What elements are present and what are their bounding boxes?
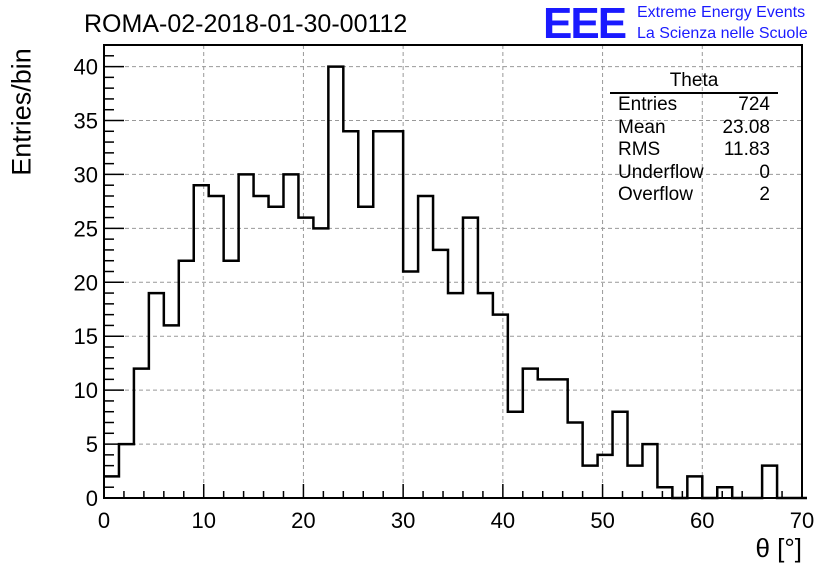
y-tick-label: 25 — [74, 216, 98, 241]
x-tick-label: 40 — [491, 508, 515, 533]
stat-row-overflow: Overflow 2 — [610, 184, 778, 207]
histogram-bin — [478, 293, 493, 498]
chart-title: ROMA-02-2018-01-30-00112 — [84, 10, 408, 38]
histogram-bin — [493, 315, 508, 498]
histogram-bin — [194, 185, 209, 498]
y-tick-label: 35 — [74, 109, 98, 134]
histogram-bin — [164, 325, 179, 498]
histogram-bin — [343, 131, 358, 498]
stat-label: Overflow — [618, 184, 693, 205]
x-tick-label: 60 — [690, 508, 714, 533]
stat-row-mean: Mean 23.08 — [610, 117, 778, 140]
x-tick-label: 30 — [391, 508, 415, 533]
stat-value: 724 — [738, 94, 770, 115]
x-axis-label: θ [°] — [755, 533, 802, 563]
histogram-bin — [628, 466, 643, 498]
histogram-bin — [418, 196, 433, 498]
histogram-bin — [209, 196, 224, 498]
y-tick-label: 40 — [74, 55, 98, 80]
histogram-bin — [717, 487, 732, 498]
histogram-bin — [657, 487, 672, 498]
histogram-bin — [403, 272, 418, 499]
histogram-bin — [568, 423, 583, 499]
y-tick-label: 0 — [86, 486, 98, 511]
histogram-bin — [523, 369, 538, 498]
histogram-bin — [388, 131, 403, 498]
histogram-bin — [583, 466, 598, 498]
stat-row-entries: Entries 724 — [610, 94, 778, 117]
stat-row-underflow: Underflow 0 — [610, 162, 778, 185]
y-tick-label: 15 — [74, 324, 98, 349]
stat-value: 23.08 — [722, 116, 770, 138]
stat-label: Underflow — [618, 161, 704, 183]
histogram-bin — [687, 476, 702, 498]
histogram-bin — [149, 293, 164, 498]
histogram-bin — [254, 196, 269, 498]
stat-label: RMS — [618, 139, 661, 160]
stat-value: 2 — [759, 184, 770, 205]
histogram-bin — [642, 444, 657, 498]
x-tick-label: 0 — [98, 508, 110, 533]
histogram-bin — [313, 228, 328, 498]
x-tick-label: 10 — [191, 508, 215, 533]
histogram-bin — [119, 444, 134, 498]
y-tick-label: 30 — [74, 162, 98, 187]
histogram-bin — [598, 455, 613, 498]
y-tick-label: 5 — [86, 432, 98, 457]
stats-box: Theta Entries 724 Mean 23.08 RMS 11.83 U… — [610, 70, 778, 207]
histogram-bin — [448, 293, 463, 498]
histogram-bin — [358, 207, 373, 498]
y-tick-label: 20 — [74, 270, 98, 295]
stat-value: 11.83 — [723, 139, 770, 160]
histogram-bin — [538, 379, 553, 498]
logo-mark: EEE — [543, 0, 627, 48]
logo-line-2: La Scienza nelle Scuole — [637, 25, 808, 42]
x-tick-label: 50 — [590, 508, 614, 533]
histogram-bin — [553, 379, 568, 498]
histogram-bin — [433, 250, 448, 498]
logo-line-1: Extreme Energy Events — [637, 4, 806, 21]
stat-row-rms: RMS 11.83 — [610, 139, 778, 162]
histogram-bin — [613, 412, 628, 498]
stat-value: 0 — [759, 161, 770, 183]
histogram-bin — [762, 466, 777, 498]
histogram-bin — [373, 131, 388, 498]
stat-label: Entries — [618, 94, 678, 115]
histogram-bin — [179, 261, 194, 498]
stat-label: Mean — [618, 116, 666, 138]
histogram-bin — [224, 261, 239, 498]
histogram-bin — [508, 412, 523, 498]
histogram-bin — [134, 369, 149, 498]
histogram-bin — [269, 207, 284, 498]
x-tick-label: 20 — [291, 508, 315, 533]
x-tick-label: 70 — [790, 508, 814, 533]
axis-ticks — [103, 44, 803, 499]
y-tick-label: 10 — [74, 378, 98, 403]
histogram-bin — [463, 218, 478, 498]
histogram-bin — [298, 218, 313, 498]
stats-title: Theta — [610, 70, 778, 94]
